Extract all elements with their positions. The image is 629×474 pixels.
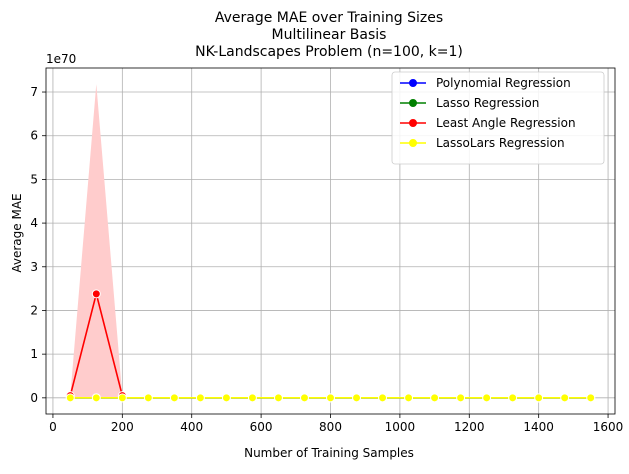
data-point-lassolars-regression (65, 393, 75, 403)
y-tick-label: 7 (30, 85, 38, 99)
y-tick-label: 6 (30, 129, 38, 143)
data-point-lassolars-regression (326, 393, 335, 403)
legend-label-least-angle-regression: Least Angle Regression (436, 116, 576, 130)
x-tick-label: 600 (250, 420, 273, 434)
data-point-lassolars-regression (117, 393, 127, 403)
data-point-lassolars-regression (247, 393, 257, 403)
legend-marker-lassolars-regression (409, 139, 417, 147)
legend-marker-lasso-regression (409, 99, 417, 107)
legend-marker-polynomial-regression (409, 79, 417, 87)
x-tick-label: 200 (111, 420, 134, 434)
data-point-lassolars-regression (195, 393, 205, 403)
y-tick-label: 3 (30, 260, 38, 274)
y-tick-label: 4 (30, 216, 38, 230)
legend-label-lasso-regression: Lasso Regression (436, 96, 539, 110)
data-point-lassolars-regression (352, 393, 362, 403)
legend: Polynomial Regression Lasso Regression Lea… (391, 71, 605, 165)
x-tick-label: 1600 (593, 420, 624, 434)
x-tick-label: 800 (319, 420, 342, 434)
legend-label-lassolars-regression: LassoLars Regression (436, 136, 565, 150)
legend-label-polynomial-regression: Polynomial Regression (436, 76, 571, 90)
data-point-lassolars-regression (143, 393, 153, 403)
y-axis-label: Average MAE (10, 193, 24, 272)
x-tick-label: 1000 (385, 420, 416, 434)
confidence-band-least-angle-regression (70, 84, 123, 398)
data-point-lassolars-regression (91, 393, 101, 403)
y-tick-label: 0 (30, 391, 38, 405)
legend-box (391, 71, 605, 165)
y-tick-label: 1 (30, 347, 38, 361)
y-offset-label: 1e70 (46, 52, 76, 66)
data-point-lassolars-regression (299, 393, 309, 403)
x-tick-label: 0 (49, 420, 57, 434)
data-point-lassolars-regression (508, 393, 518, 403)
x-tick-label: 1200 (454, 420, 485, 434)
x-tick-label: 400 (180, 420, 203, 434)
data-point-lassolars-regression (456, 393, 466, 403)
data-point-lassolars-regression (482, 393, 492, 403)
chart-title-line-2: Multilinear Basis (272, 27, 387, 43)
y-tick-label: 5 (30, 172, 38, 186)
x-tick-label: 1400 (523, 420, 554, 434)
data-point-lassolars-regression (221, 393, 231, 403)
data-point-lassolars-regression (586, 393, 596, 403)
x-axis-label: Number of Training Samples (244, 446, 414, 460)
axes-frame (45, 67, 616, 415)
data-point-lassolars-regression (273, 393, 283, 403)
data-point-lassolars-regression (169, 393, 179, 403)
data-point-lassolars-regression (534, 393, 544, 403)
data-point-least-angle-regression (91, 289, 101, 299)
plot-area: 0 200 400 600 800 1000 1200 1400 1600 0 1 2 3 4 5 6 7 (30, 67, 624, 434)
legend-marker-least-angle-regression (409, 119, 417, 127)
data-point-lassolars-regression (560, 393, 570, 403)
chart-title-line-3: NK-Landscapes Problem (n=100, k=1) (195, 44, 463, 60)
y-tick-label: 2 (30, 303, 38, 317)
chart-title-line-1: Average MAE over Training Sizes (215, 10, 443, 26)
data-point-lassolars-regression (430, 393, 440, 403)
data-point-lassolars-regression (378, 393, 388, 403)
data-point-lassolars-regression (404, 393, 414, 403)
